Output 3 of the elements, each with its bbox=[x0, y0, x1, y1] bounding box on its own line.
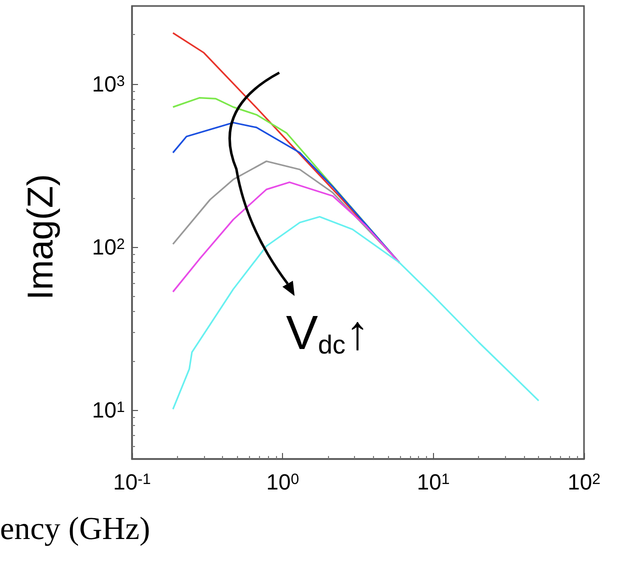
y-axis-title: Imag(Z) bbox=[20, 174, 60, 300]
x-axis-title: ency (GHz) bbox=[0, 510, 150, 546]
annotation: Vdc↑ bbox=[286, 307, 370, 360]
